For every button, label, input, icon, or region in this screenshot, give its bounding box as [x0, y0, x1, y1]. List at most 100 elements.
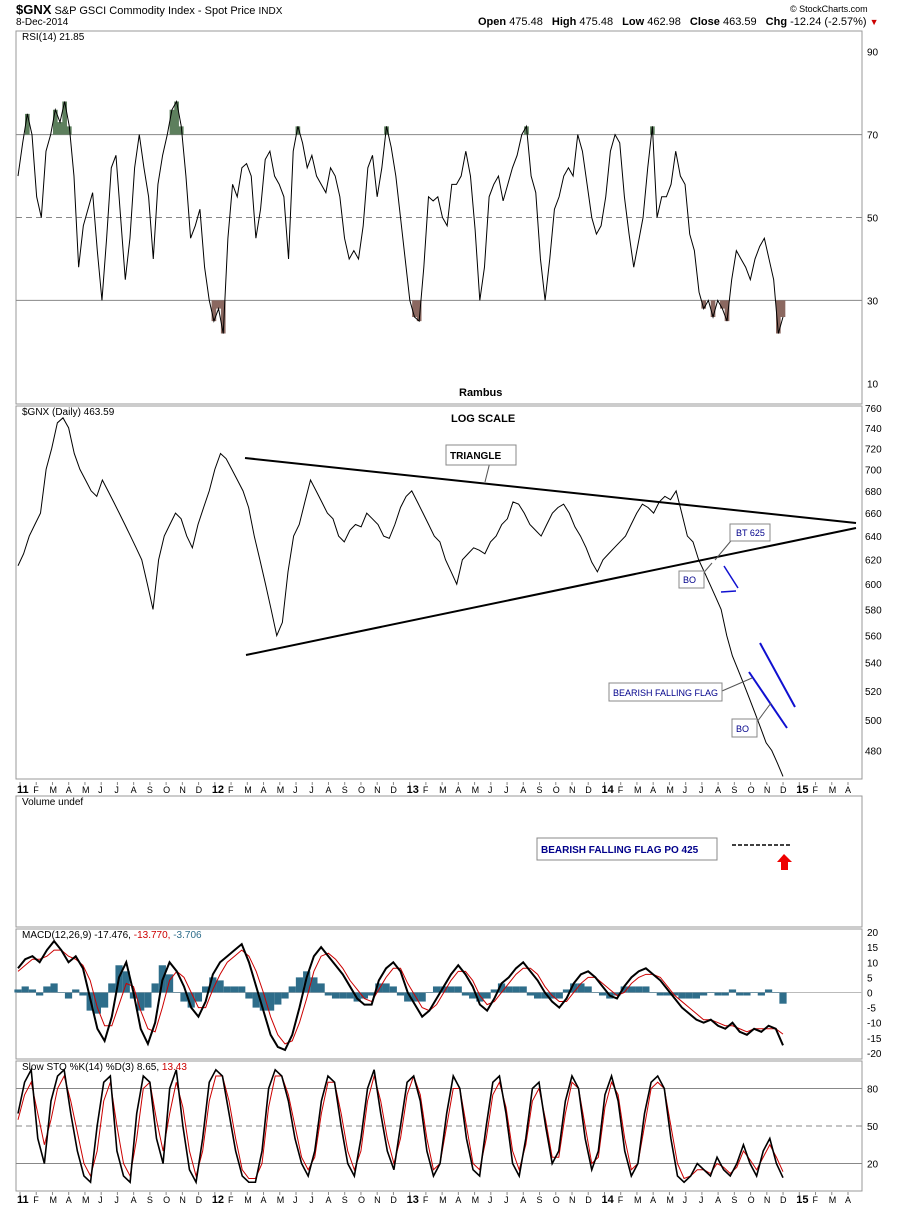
x-tick-label: M	[472, 1195, 480, 1205]
brand: © StockCharts.com	[790, 4, 868, 14]
x-tick-label: J	[699, 785, 704, 795]
x-tick-label: J	[114, 1195, 119, 1205]
x-tick-label: S	[147, 785, 153, 795]
x-tick-label: A	[520, 785, 526, 795]
index-name: S&P GSCI Commodity Index - Spot Price	[54, 5, 256, 17]
bo-callout-1	[678, 570, 705, 589]
macd-histogram-bar	[620, 986, 628, 993]
x-tick-label: J	[504, 1195, 509, 1205]
price-tick-label: 520	[865, 687, 882, 698]
macd-histogram-bar	[14, 989, 22, 993]
bo-label-2: BO	[736, 724, 749, 734]
macd-histogram-bar	[512, 986, 520, 993]
volume-title: Volume undef	[22, 797, 83, 808]
stochastic-panel: 20 50 80 Slow STO %K(14) %D(3) 8.65, 13.43	[15, 1060, 879, 1192]
macd-histogram-bar	[317, 983, 325, 993]
macd-histogram-bar	[440, 986, 448, 993]
macd-histogram-bar	[534, 992, 542, 999]
macd-histogram-bar	[202, 986, 210, 993]
x-tick-label: 13	[407, 784, 419, 796]
triangle-upper-trendline	[244, 457, 857, 524]
macd-tick-label: -5	[867, 1004, 876, 1015]
macd-histogram-bar	[541, 992, 549, 999]
x-tick-label: O	[553, 1195, 560, 1205]
macd-histogram-bar	[43, 986, 51, 993]
macd-histogram-bar	[577, 983, 585, 993]
x-tick-label: M	[82, 785, 90, 795]
macd-histogram-bar	[230, 986, 239, 993]
macd-histogram-bar	[519, 986, 527, 993]
macd-histogram-bar	[526, 992, 535, 996]
volume-panel: Volume undef BEARISH FALLING FLAG PO 425	[15, 795, 863, 928]
open-value: 475.48	[509, 16, 543, 28]
macd-histogram-bar	[389, 986, 397, 993]
x-tick-label: 11	[17, 784, 29, 796]
macd-histogram-bar	[28, 989, 37, 993]
triangle-label: TRIANGLE	[450, 451, 501, 462]
price-tick-label: 740	[865, 424, 882, 435]
macd-histogram-bar	[425, 992, 433, 993]
x-tick-label: M	[829, 785, 837, 795]
rambus-annotation: Rambus	[459, 387, 502, 399]
rsi-tick-label: 30	[867, 296, 879, 307]
x-tick-label: F	[228, 785, 234, 795]
rsi-oversold-fill	[211, 300, 786, 334]
small-flag-upper	[723, 565, 739, 589]
x-tick-label: J	[98, 785, 103, 795]
x-tick-label: O	[748, 1195, 755, 1205]
x-tick-label: J	[309, 785, 314, 795]
macd-histogram-bar	[779, 992, 787, 1004]
macd-histogram-bar	[613, 992, 621, 996]
x-tick-label: S	[731, 1195, 737, 1205]
x-tick-label: J	[488, 785, 493, 795]
x-tick-label: O	[163, 1195, 170, 1205]
macd-histogram-bar	[266, 992, 275, 1011]
macd-histogram-bar	[36, 992, 44, 996]
macd-histogram-bar	[432, 986, 441, 993]
symbol: $GNX	[16, 2, 52, 17]
x-tick-label: A	[455, 785, 461, 795]
stochastic-tick-label: 20	[867, 1160, 879, 1171]
x-tick-label: A	[715, 785, 721, 795]
bo-label-1: BO	[683, 575, 696, 585]
macd-histogram-bar	[692, 992, 701, 999]
triangle-lower-trendline	[245, 527, 857, 656]
macd-histogram-bar	[663, 992, 672, 996]
x-tick-label: S	[537, 1195, 543, 1205]
x-tick-label: M	[49, 785, 57, 795]
falling-flag-callout	[608, 682, 723, 702]
macd-histogram-bar	[469, 992, 477, 999]
x-tick-label: M	[439, 785, 447, 795]
x-tick-label: J	[504, 785, 509, 795]
x-tick-label: A	[325, 1195, 331, 1205]
macd-histogram-bar	[339, 992, 347, 999]
macd-histogram-bar	[671, 992, 679, 996]
rsi-tick-label: 90	[867, 48, 879, 59]
rsi-overbought-fill	[24, 101, 655, 135]
macd-histogram-bar	[144, 992, 152, 1008]
exchange: INDX	[258, 6, 283, 17]
macd-panel: -20 -15 -10 -5 0 5 10 15 20 MACD(12,26,9) -17.47…	[14, 928, 882, 1060]
macd-histogram-bar	[627, 986, 636, 993]
x-tick-label: O	[358, 1195, 365, 1205]
x-axis-top: 11 F M A M J J A S O N D 12 F M A M J J A S O N D 13 F M A M J J A S O N D 1…	[17, 782, 851, 796]
rsi-line	[17, 100, 784, 334]
price-tick-label: 560	[865, 632, 882, 643]
macd-histogram-bar	[750, 992, 758, 993]
macd-histogram-bar	[100, 992, 109, 1008]
close-value: 463.59	[722, 16, 757, 28]
po-callout	[536, 837, 718, 861]
macd-histogram-bar	[728, 989, 737, 993]
x-tick-label: A	[650, 785, 656, 795]
macd-histogram-bar	[714, 992, 722, 996]
x-tick-label: N	[569, 785, 576, 795]
x-tick-label: M	[634, 785, 642, 795]
macd-histogram-bar	[375, 983, 383, 993]
rsi-tick-label: 70	[867, 131, 879, 142]
x-tick-label: A	[66, 785, 72, 795]
po-label: BEARISH FALLING FLAG PO 425	[541, 845, 699, 856]
bt-625-label: BT 625	[736, 528, 765, 538]
price-tick-label: 540	[865, 659, 882, 670]
down-triangle-icon: ▼	[869, 17, 879, 27]
macd-histogram-bar	[79, 992, 87, 996]
